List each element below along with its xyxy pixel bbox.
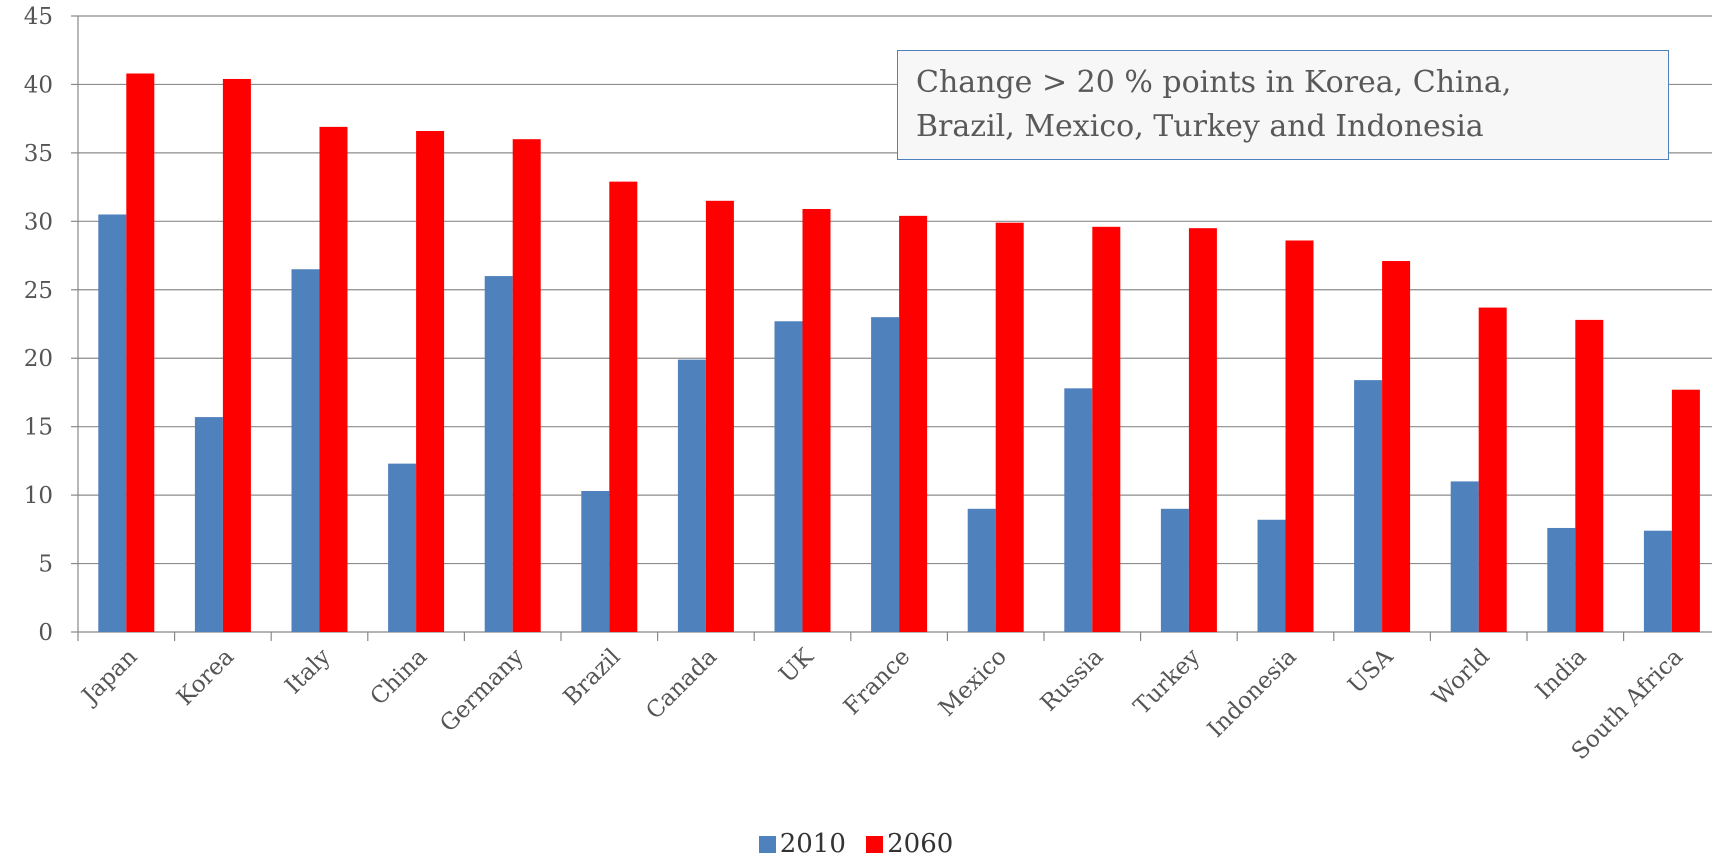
xtick-label-italy: Italy bbox=[280, 644, 335, 699]
bar-2010-italy bbox=[292, 269, 320, 632]
bar-2010-turkey bbox=[1161, 509, 1189, 632]
ytick-label-40: 40 bbox=[24, 72, 53, 98]
bar-2060-china bbox=[416, 131, 444, 632]
legend-label-2060: 2060 bbox=[887, 829, 953, 859]
bar-2010-japan bbox=[98, 214, 126, 632]
annotation-line-1: Change > 20 % points in Korea, China, bbox=[916, 61, 1650, 105]
bar-2010-germany bbox=[485, 276, 513, 632]
bar-2010-indonesia bbox=[1258, 520, 1286, 632]
bar-2010-mexico bbox=[968, 509, 996, 632]
xtick-label-mexico: Mexico bbox=[934, 644, 1012, 722]
annotation-line-2: Brazil, Mexico, Turkey and Indonesia bbox=[916, 105, 1650, 149]
xtick-label-uk: UK bbox=[774, 643, 819, 688]
legend-item-2010: 2010 bbox=[759, 829, 846, 859]
xtick-label-usa: USA bbox=[1343, 644, 1398, 699]
bar-2010-usa bbox=[1354, 380, 1382, 632]
bar-2010-korea bbox=[195, 417, 223, 632]
bar-2010-world bbox=[1451, 481, 1479, 632]
xtick-label-germany: Germany bbox=[435, 644, 529, 738]
bar-2060-germany bbox=[513, 139, 541, 632]
bar-2060-south-africa bbox=[1672, 390, 1700, 632]
bar-2010-brazil bbox=[581, 491, 609, 632]
xtick-label-brazil: Brazil bbox=[559, 644, 626, 711]
xtick-label-japan: Japan bbox=[76, 644, 143, 711]
xtick-label-france: France bbox=[839, 644, 915, 720]
bar-2010-uk bbox=[775, 321, 803, 632]
bar-2010-china bbox=[388, 464, 416, 632]
xtick-label-indonesia: Indonesia bbox=[1203, 644, 1302, 743]
bar-2060-world bbox=[1479, 308, 1507, 632]
ytick-label-35: 35 bbox=[24, 141, 53, 167]
bar-2060-japan bbox=[126, 73, 154, 632]
bar-2060-france bbox=[899, 216, 927, 632]
xtick-label-india: India bbox=[1531, 644, 1592, 705]
bar-2060-usa bbox=[1382, 261, 1410, 632]
bar-2010-france bbox=[871, 317, 899, 632]
bar-2060-italy bbox=[320, 127, 348, 632]
bar-2060-canada bbox=[706, 201, 734, 632]
xtick-label-turkey: Turkey bbox=[1129, 644, 1205, 720]
ytick-label-15: 15 bbox=[24, 415, 53, 441]
bar-2060-indonesia bbox=[1286, 240, 1314, 632]
bar-2060-korea bbox=[223, 79, 251, 632]
bar-2060-mexico bbox=[996, 223, 1024, 632]
legend-swatch-2060 bbox=[866, 836, 883, 853]
annotation-box: Change > 20 % points in Korea, China, Br… bbox=[897, 50, 1669, 160]
ytick-label-45: 45 bbox=[24, 4, 53, 30]
legend-item-2060: 2060 bbox=[866, 829, 953, 859]
ytick-label-30: 30 bbox=[24, 209, 53, 235]
xtick-label-china: China bbox=[366, 644, 433, 711]
ytick-label-20: 20 bbox=[24, 346, 53, 372]
bar-2060-turkey bbox=[1189, 228, 1217, 632]
ytick-label-10: 10 bbox=[24, 483, 53, 509]
bar-2060-brazil bbox=[609, 182, 637, 632]
bar-2010-russia bbox=[1064, 388, 1092, 632]
legend-swatch-2010 bbox=[759, 836, 776, 853]
bar-2010-india bbox=[1547, 528, 1575, 632]
xtick-label-world: World bbox=[1428, 644, 1495, 711]
ytick-label-25: 25 bbox=[24, 278, 53, 304]
bar-2060-india bbox=[1575, 320, 1603, 632]
bar-2010-canada bbox=[678, 360, 706, 632]
chart-legend: 2010 2060 bbox=[0, 829, 1712, 860]
bar-2010-south-africa bbox=[1644, 531, 1672, 632]
xtick-label-canada: Canada bbox=[641, 644, 722, 725]
legend-label-2010: 2010 bbox=[780, 829, 846, 859]
ytick-label-5: 5 bbox=[38, 552, 53, 578]
bar-2060-russia bbox=[1092, 227, 1120, 632]
xtick-label-russia: Russia bbox=[1036, 644, 1109, 717]
ytick-label-0: 0 bbox=[38, 620, 53, 646]
xtick-label-korea: Korea bbox=[172, 644, 239, 711]
bar-2060-uk bbox=[803, 209, 831, 632]
